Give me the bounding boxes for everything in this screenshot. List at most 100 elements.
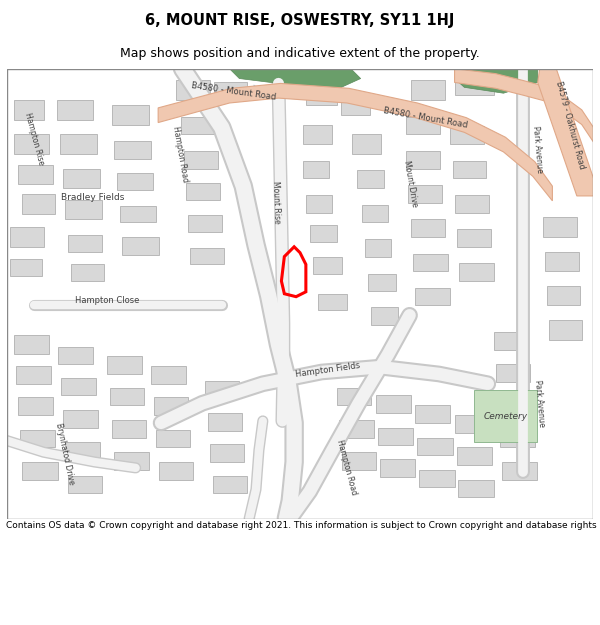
Polygon shape <box>306 86 337 105</box>
Polygon shape <box>68 235 103 252</box>
Polygon shape <box>181 117 215 134</box>
Text: Bradley Fields: Bradley Fields <box>61 193 124 202</box>
Text: B4579 - Oakhurst Road: B4579 - Oakhurst Road <box>554 81 586 171</box>
Polygon shape <box>18 164 53 184</box>
Polygon shape <box>159 462 193 479</box>
Polygon shape <box>406 117 440 134</box>
Polygon shape <box>190 248 224 264</box>
Polygon shape <box>407 185 442 202</box>
Polygon shape <box>460 263 494 281</box>
Polygon shape <box>158 83 553 201</box>
Polygon shape <box>418 438 452 455</box>
Polygon shape <box>545 252 579 271</box>
Polygon shape <box>65 200 103 219</box>
Polygon shape <box>10 228 44 247</box>
Text: Brynhatod Drive: Brynhatod Drive <box>54 422 76 486</box>
Polygon shape <box>365 239 391 257</box>
Polygon shape <box>341 98 370 115</box>
Polygon shape <box>61 378 95 396</box>
Polygon shape <box>337 388 371 405</box>
Polygon shape <box>68 476 103 493</box>
Polygon shape <box>378 428 413 446</box>
Polygon shape <box>16 366 50 384</box>
Polygon shape <box>58 347 92 364</box>
Polygon shape <box>452 161 486 178</box>
Polygon shape <box>107 356 142 374</box>
Polygon shape <box>22 194 55 214</box>
Text: Park Avenue: Park Avenue <box>531 125 544 173</box>
Text: Contains OS data © Crown copyright and database right 2021. This information is : Contains OS data © Crown copyright and d… <box>6 521 600 530</box>
Text: Hampton Fields: Hampton Fields <box>295 361 361 379</box>
Polygon shape <box>339 420 374 437</box>
Polygon shape <box>110 388 145 405</box>
Polygon shape <box>406 151 440 169</box>
Text: B4580 - Mount Road: B4580 - Mount Road <box>382 106 468 129</box>
Polygon shape <box>63 410 98 428</box>
Polygon shape <box>455 415 489 432</box>
Polygon shape <box>20 430 55 447</box>
Text: Mount Rise: Mount Rise <box>271 181 282 224</box>
Polygon shape <box>306 195 332 212</box>
Polygon shape <box>210 444 244 462</box>
Polygon shape <box>154 398 188 415</box>
Polygon shape <box>10 259 42 276</box>
Polygon shape <box>114 452 149 470</box>
Polygon shape <box>208 413 242 431</box>
Polygon shape <box>230 69 361 88</box>
Text: Map shows position and indicative extent of the property.: Map shows position and indicative extent… <box>120 48 480 61</box>
Polygon shape <box>22 462 58 479</box>
Polygon shape <box>120 206 156 222</box>
Polygon shape <box>58 100 92 119</box>
Text: Hampton Rise: Hampton Rise <box>23 112 45 166</box>
Polygon shape <box>112 420 146 437</box>
Text: Mount Drive: Mount Drive <box>402 160 419 208</box>
Polygon shape <box>455 195 489 212</box>
Text: Hampton Road: Hampton Road <box>335 438 359 496</box>
Polygon shape <box>63 169 100 188</box>
Polygon shape <box>342 452 376 470</box>
Polygon shape <box>362 205 388 222</box>
Polygon shape <box>112 105 149 124</box>
Polygon shape <box>419 470 455 488</box>
Polygon shape <box>455 78 494 95</box>
Polygon shape <box>410 219 445 237</box>
Polygon shape <box>213 476 247 493</box>
Polygon shape <box>117 173 153 190</box>
Polygon shape <box>14 134 49 154</box>
Polygon shape <box>184 151 218 169</box>
Polygon shape <box>455 69 593 142</box>
Text: Cemetery: Cemetery <box>484 411 527 421</box>
Polygon shape <box>380 459 415 477</box>
Polygon shape <box>205 381 239 398</box>
Polygon shape <box>65 442 100 460</box>
Polygon shape <box>371 308 398 325</box>
Polygon shape <box>415 405 449 423</box>
Polygon shape <box>542 217 577 237</box>
Polygon shape <box>156 430 190 447</box>
Polygon shape <box>457 229 491 247</box>
Polygon shape <box>455 69 538 93</box>
Text: Hampton Close: Hampton Close <box>75 296 139 305</box>
Text: Hampton Road: Hampton Road <box>171 125 190 182</box>
Polygon shape <box>122 237 159 254</box>
Polygon shape <box>410 81 445 100</box>
Polygon shape <box>352 134 381 154</box>
Polygon shape <box>14 335 49 354</box>
Polygon shape <box>357 171 384 188</box>
Polygon shape <box>550 320 582 340</box>
Polygon shape <box>500 430 535 447</box>
Text: B4580 - Mount Road: B4580 - Mount Road <box>191 81 277 102</box>
Polygon shape <box>413 254 448 271</box>
Polygon shape <box>376 396 410 413</box>
Polygon shape <box>494 332 528 349</box>
Polygon shape <box>502 462 537 479</box>
Polygon shape <box>449 126 484 144</box>
Polygon shape <box>176 81 210 100</box>
Polygon shape <box>188 216 222 232</box>
Polygon shape <box>538 69 593 196</box>
Text: Park Avenue: Park Avenue <box>533 379 546 428</box>
Polygon shape <box>547 286 580 306</box>
Polygon shape <box>368 274 396 291</box>
Polygon shape <box>185 183 220 200</box>
Polygon shape <box>457 448 492 465</box>
